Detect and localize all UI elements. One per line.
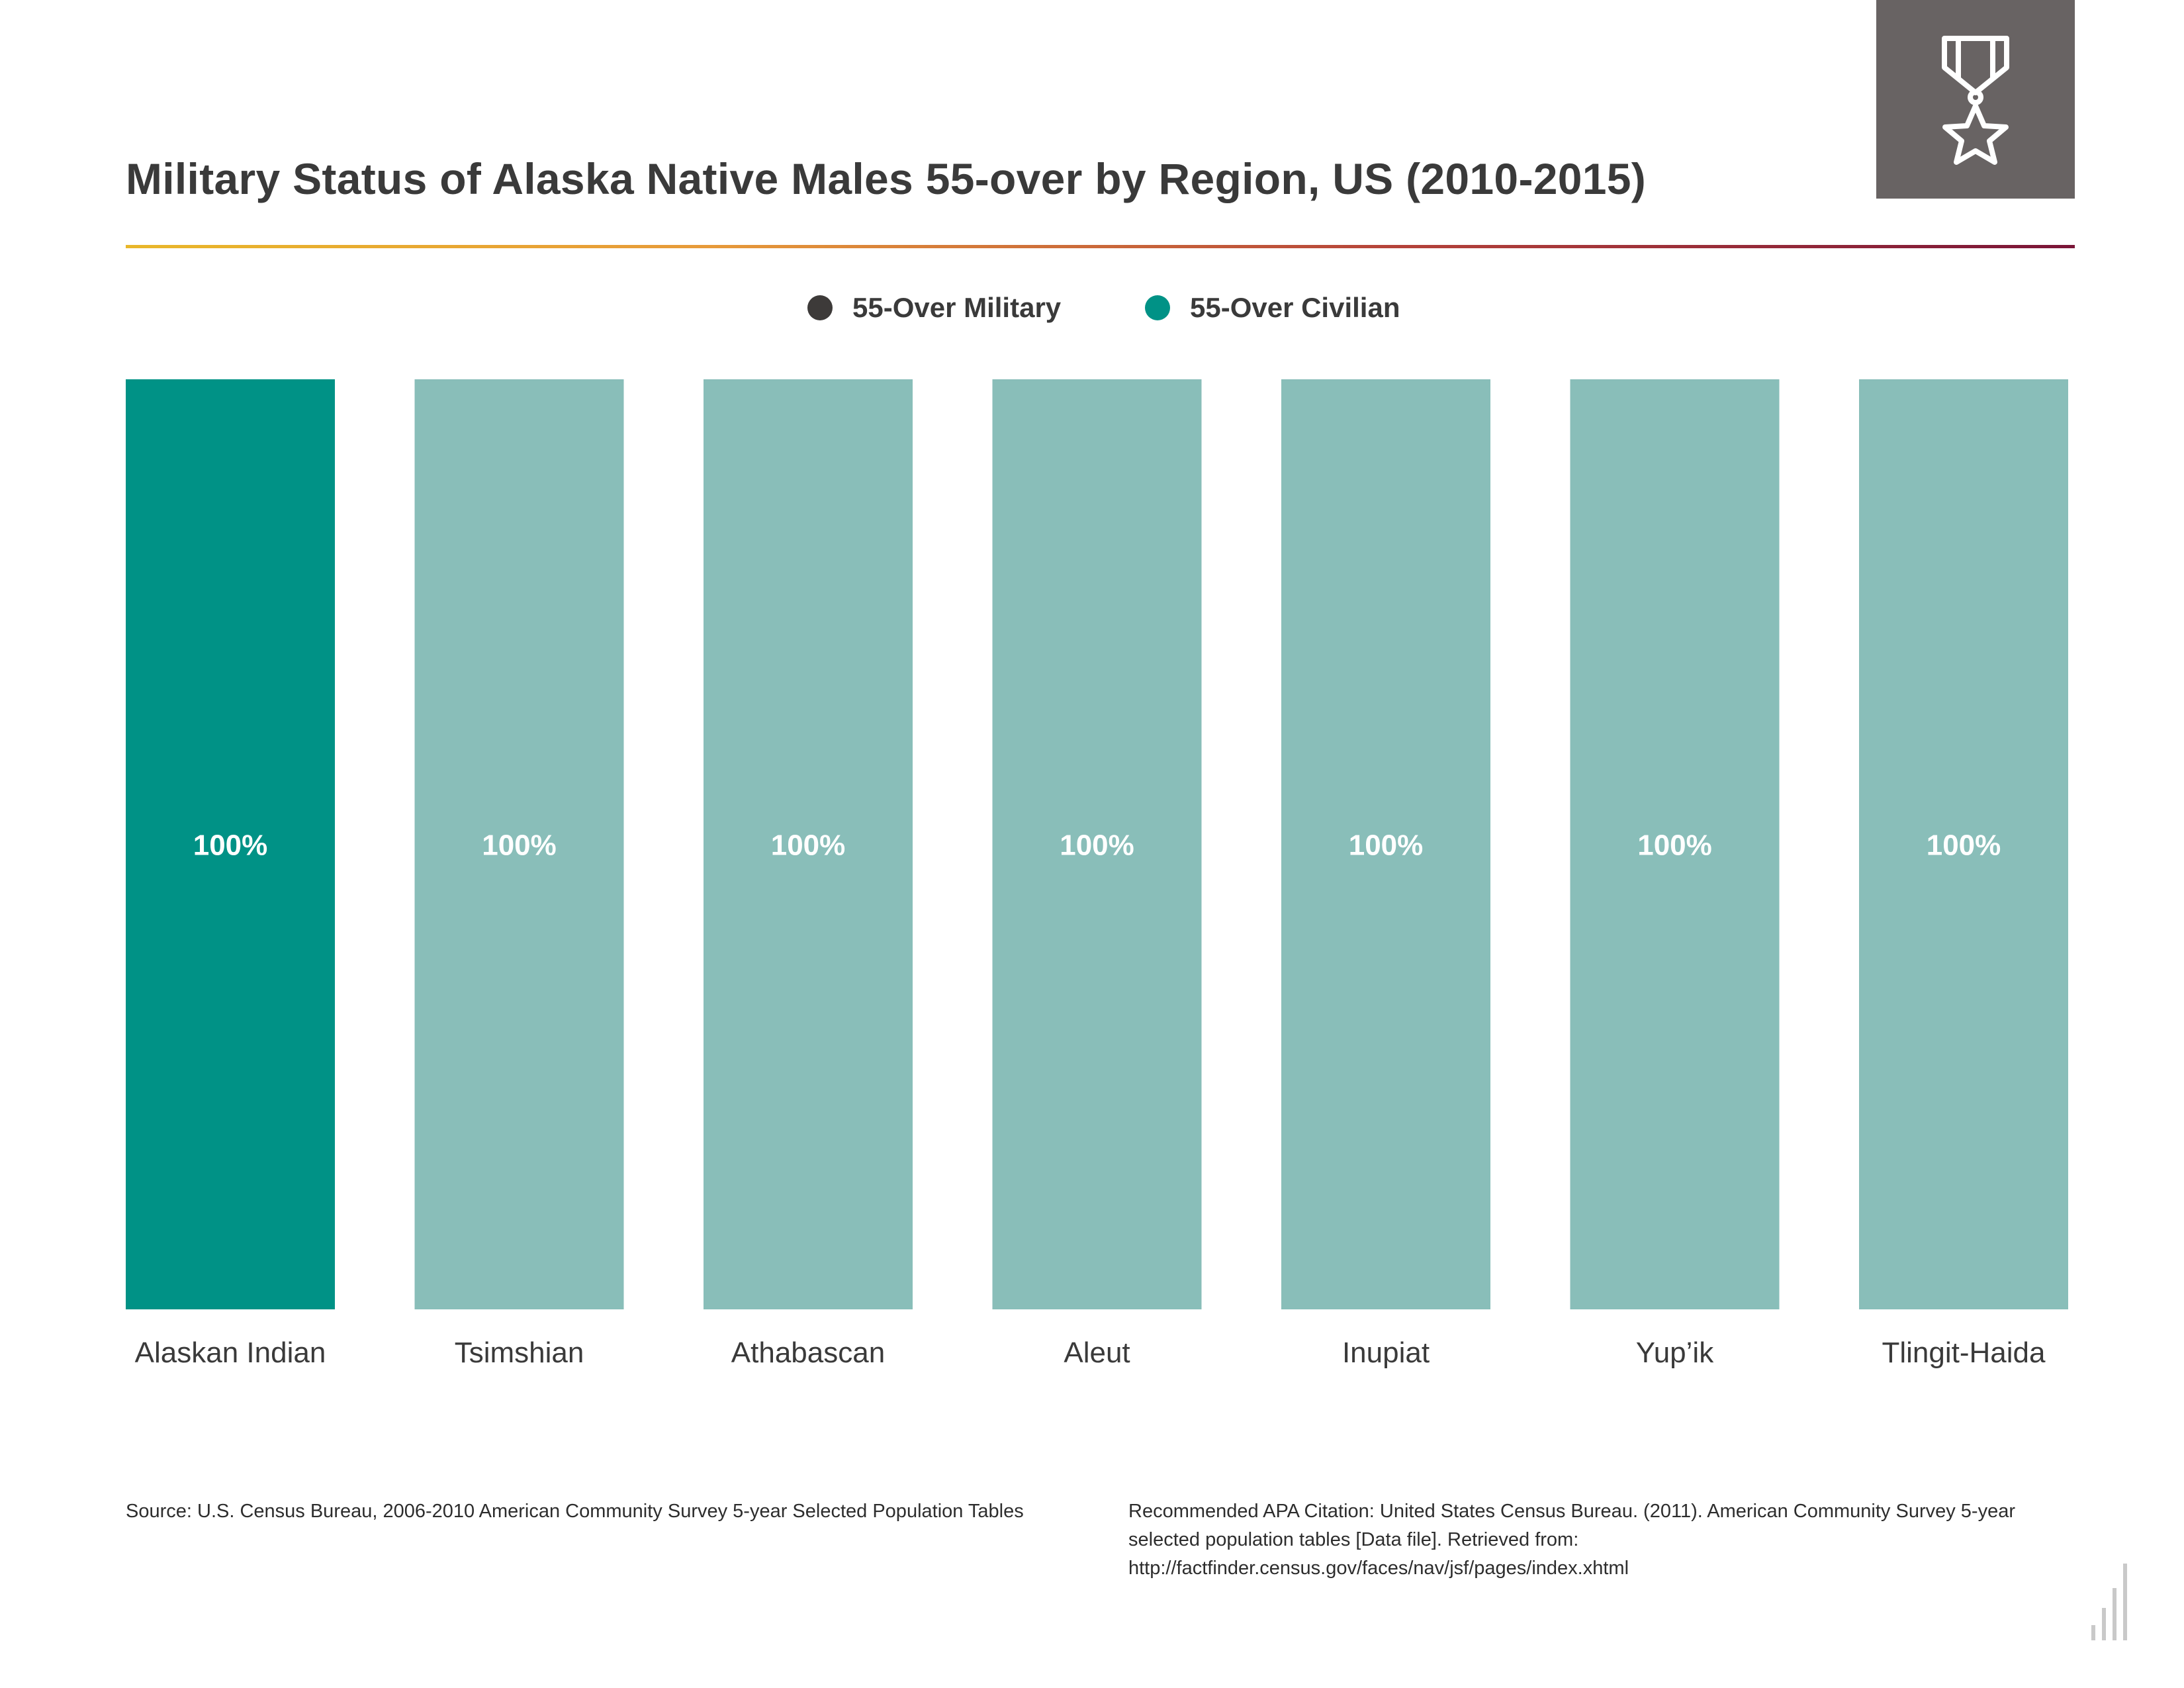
category-label-5: Yup’ik [1636, 1336, 1714, 1369]
bar-civilian-1 [414, 379, 624, 1309]
title-divider [126, 245, 2075, 248]
military-medal-icon [1942, 36, 2009, 165]
bar-civilian-0 [126, 379, 335, 1309]
category-label-4: Inupiat [1342, 1336, 1430, 1369]
category-label-3: Aleut [1064, 1336, 1130, 1369]
bar-value-label-3: 100% [1060, 829, 1134, 862]
bar-civilian-6 [1859, 379, 2068, 1309]
bar-chart: 100% Alaskan Indian 100% Tsimshian 100% Athab… [126, 379, 2068, 1369]
category-label-1: Tsimshian [455, 1336, 584, 1369]
source-note: Source: U.S. Census Bureau, 2006-2010 Am… [126, 1501, 1024, 1522]
bar-value-label-0: 100% [193, 829, 268, 862]
category-label-0: Alaskan Indian [135, 1336, 326, 1369]
medal-icon-box [1876, 0, 2075, 199]
legend-dot-civilian [1145, 295, 1170, 320]
bar-civilian-5 [1570, 379, 1780, 1309]
legend-dot-military [807, 295, 833, 320]
bar-civilian-2 [704, 379, 913, 1309]
citation-note: Recommended APA Citation: United States … [1128, 1501, 2016, 1579]
category-label-6: Tlingit-Haida [1882, 1336, 2046, 1369]
legend-label-military: 55-Over Military [852, 292, 1062, 323]
legend-item-civilian: 55-Over Civilian [1145, 288, 1400, 328]
chart-title: Military Status of Alaska Native Males 5… [126, 154, 1647, 203]
bar-value-label-6: 100% [1927, 829, 2001, 862]
bar-civilian-3 [992, 379, 1202, 1309]
legend-item-military: 55-Over Military [807, 288, 1061, 328]
bar-value-label-2: 100% [771, 829, 846, 862]
bar-value-label-4: 100% [1349, 829, 1424, 862]
bar-value-label-5: 100% [1637, 829, 1712, 862]
legend-label-civilian: 55-Over Civilian [1190, 292, 1400, 323]
legend: 55-Over Military 55-Over Civilian [0, 288, 2184, 328]
bar-value-label-1: 100% [482, 829, 557, 862]
category-label-2: Athabascan [731, 1336, 885, 1369]
bar-civilian-4 [1281, 379, 1490, 1309]
bar-graph-logo-icon [2091, 1564, 2127, 1640]
